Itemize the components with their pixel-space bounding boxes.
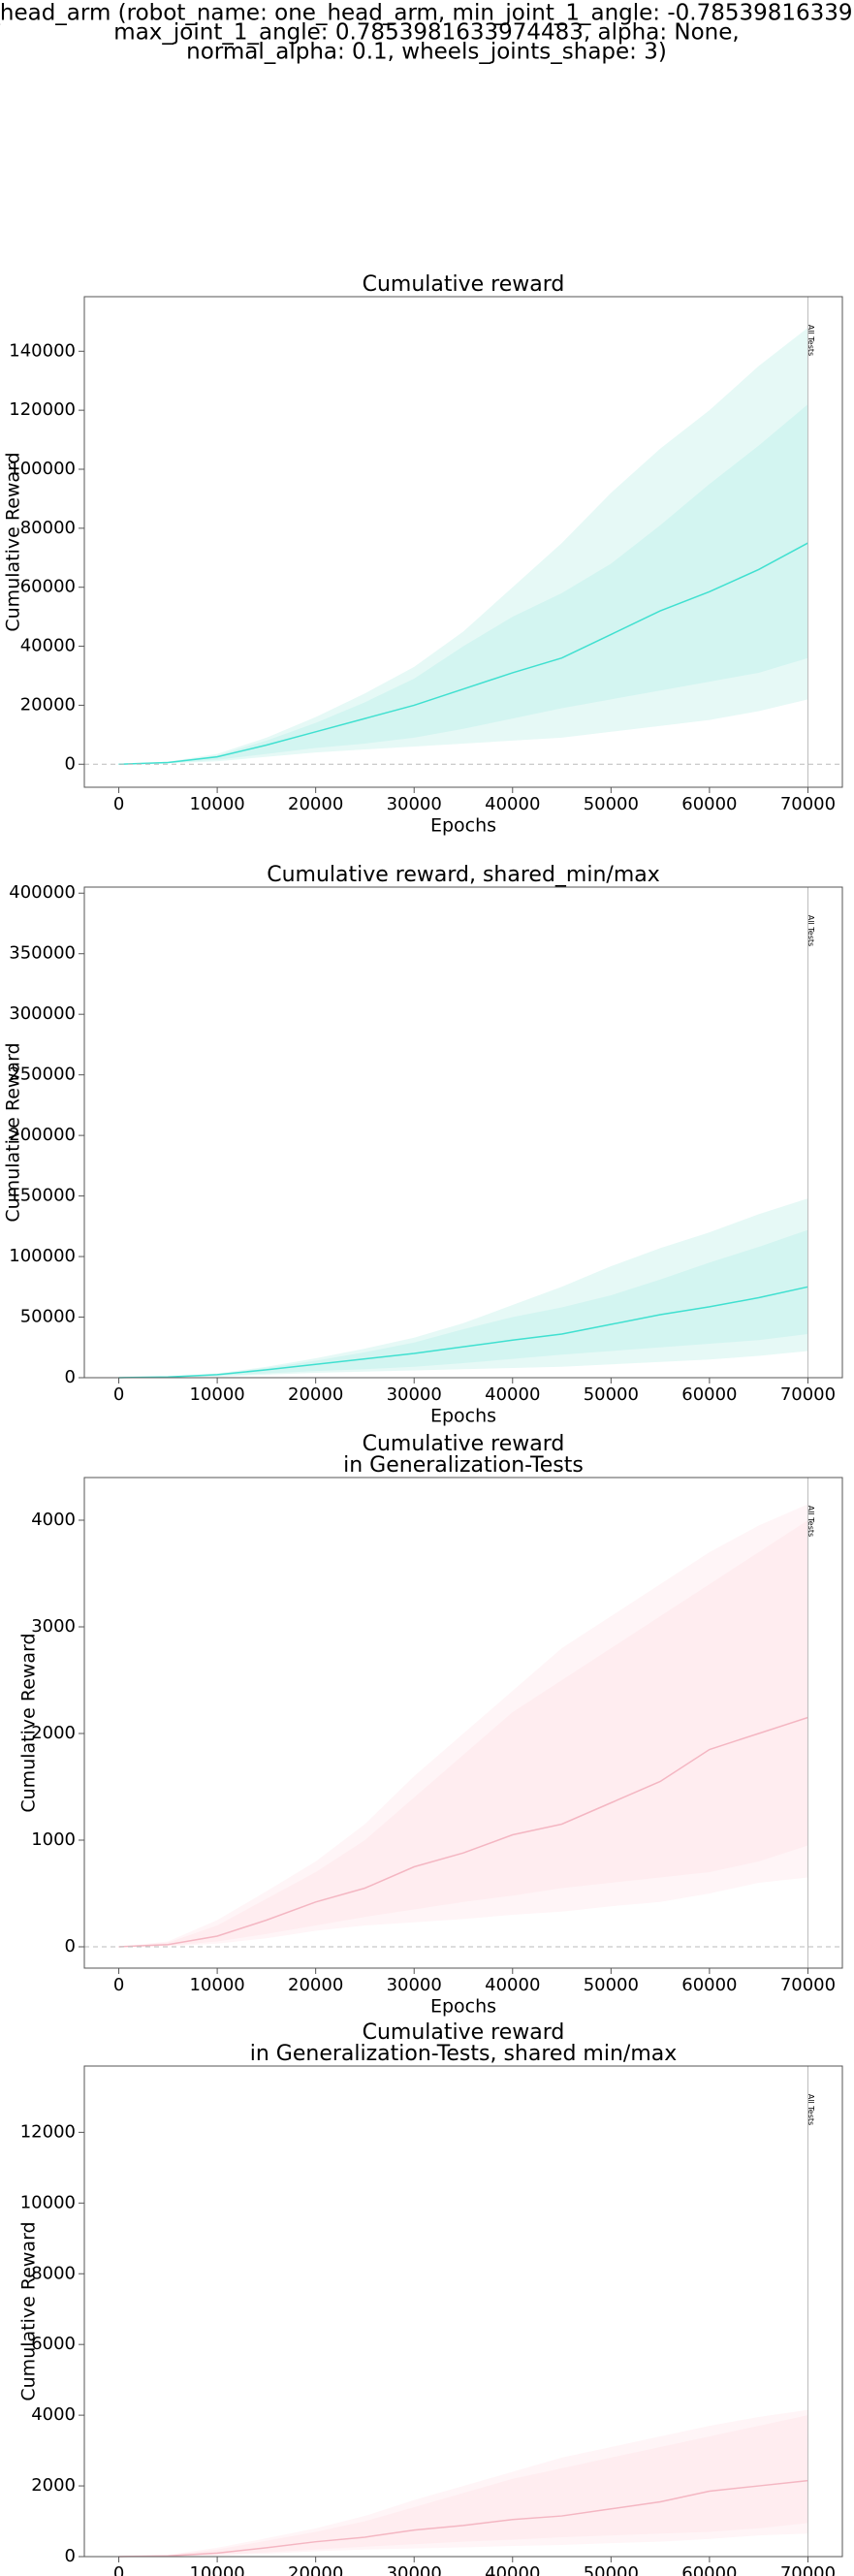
y-tick-label: 0 <box>65 1367 76 1387</box>
x-tick-label: 40000 <box>485 794 540 814</box>
x-tick-label: 50000 <box>584 2563 639 2576</box>
x-tick-label: 60000 <box>681 794 737 814</box>
axes-frame <box>83 296 843 788</box>
y-tick-label: 40000 <box>20 636 76 656</box>
y-tick-label: 8000 <box>31 2263 76 2283</box>
y-tick-label: 60000 <box>20 577 76 597</box>
axes-frame <box>83 2065 843 2558</box>
band <box>118 2415 808 2557</box>
y-tick-label: 3000 <box>31 1616 76 1637</box>
y-tick-label: 1000 <box>31 1829 76 1850</box>
y-tick-label: 4000 <box>31 1510 76 1530</box>
y-axis-label: Cumulative Reward <box>18 1633 40 1812</box>
y-tick-label: 100000 <box>9 1246 76 1266</box>
y-tick-label: 400000 <box>9 882 76 903</box>
x-tick-label: 30000 <box>387 1975 442 1995</box>
x-tick-label: 70000 <box>780 2563 836 2576</box>
chart-title: Cumulative reward <box>363 272 565 297</box>
x-tick-label: 50000 <box>584 1975 639 1995</box>
y-tick-label: 10000 <box>20 2192 76 2212</box>
chart-title: Cumulative reward <box>363 2020 565 2045</box>
band <box>118 1229 808 1378</box>
band <box>118 404 808 765</box>
y-tick-label: 2000 <box>31 1723 76 1743</box>
y-tick-label: 4000 <box>31 2404 76 2425</box>
x-tick-label: 60000 <box>681 2563 737 2576</box>
suptitle: e_one_head_arm (robot_name: one_head_arm… <box>0 1 854 26</box>
x-tick-label: 10000 <box>189 2563 244 2576</box>
x-tick-label: 0 <box>113 1975 124 1995</box>
y-tick-label: 150000 <box>9 1186 76 1206</box>
axes-frame <box>83 886 843 1379</box>
x-tick-label: 0 <box>113 794 124 814</box>
x-tick-label: 60000 <box>681 1975 737 1995</box>
x-axis-label: Epochs <box>430 1996 496 2018</box>
x-axis-label: Epochs <box>430 1406 496 1427</box>
y-tick-label: 250000 <box>9 1065 76 1085</box>
y-tick-label: 2000 <box>31 2475 76 2496</box>
x-tick-label: 70000 <box>780 794 836 814</box>
x-tick-label: 50000 <box>584 1384 639 1405</box>
y-axis-label: Cumulative Reward <box>18 2221 40 2401</box>
x-tick-label: 0 <box>113 2563 124 2576</box>
x-tick-label: 40000 <box>485 1975 540 1995</box>
y-tick-label: 0 <box>65 753 76 774</box>
x-tick-label: 20000 <box>288 1975 343 1995</box>
x-tick-label: 50000 <box>584 794 639 814</box>
x-tick-label: 30000 <box>387 2563 442 2576</box>
suptitle: normal_alpha: 0.1, wheels_joints_shape: … <box>186 40 667 65</box>
y-tick-label: 350000 <box>9 943 76 964</box>
y-tick-label: 300000 <box>9 1003 76 1024</box>
y-axis-label: Cumulative Reward <box>3 1042 24 1222</box>
x-tick-label: 40000 <box>485 1384 540 1405</box>
suptitle: max_joint_1_angle: 0.7853981633974483, a… <box>113 20 739 46</box>
chart-title: Cumulative reward <box>363 1432 565 1456</box>
mean-line <box>118 542 808 766</box>
y-tick-label: 20000 <box>20 694 76 715</box>
y-tick-label: 6000 <box>31 2334 76 2354</box>
x-tick-label: 20000 <box>288 1384 343 1405</box>
x-tick-label: 60000 <box>681 1384 737 1405</box>
x-tick-label: 40000 <box>485 2563 540 2576</box>
y-tick-label: 12000 <box>20 2121 76 2142</box>
x-tick-label: 20000 <box>288 2563 343 2576</box>
mean-line <box>118 1286 808 1379</box>
x-tick-label: 20000 <box>288 794 343 814</box>
all-tests-label: All Tests <box>807 2094 815 2125</box>
y-tick-label: 120000 <box>9 399 76 420</box>
y-axis-label: Cumulative Reward <box>3 452 24 631</box>
x-tick-label: 10000 <box>189 1384 244 1405</box>
y-tick-label: 80000 <box>20 518 76 538</box>
x-tick-label: 70000 <box>780 1975 836 1995</box>
y-tick-label: 0 <box>65 1936 76 1956</box>
mean-line <box>118 1716 808 1948</box>
chart-title: in Generalization-Tests, shared min/max <box>250 2042 678 2066</box>
y-tick-label: 0 <box>65 2546 76 2566</box>
x-tick-label: 30000 <box>387 1384 442 1405</box>
all-tests-label: All Tests <box>807 325 815 356</box>
x-tick-label: 70000 <box>780 1384 836 1405</box>
all-tests-label: All Tests <box>807 1506 815 1537</box>
x-tick-label: 0 <box>113 1384 124 1405</box>
x-tick-label: 10000 <box>189 794 244 814</box>
chart-title: in Generalization-Tests <box>343 1453 584 1478</box>
x-tick-label: 10000 <box>189 1975 244 1995</box>
chart-title: Cumulative reward, shared_min/max <box>267 863 660 887</box>
band <box>118 1520 808 1947</box>
axes-frame <box>83 1477 843 1969</box>
x-tick-label: 30000 <box>387 794 442 814</box>
y-tick-label: 50000 <box>20 1307 76 1327</box>
y-tick-label: 100000 <box>9 459 76 479</box>
mean-line <box>118 2479 808 2558</box>
y-tick-label: 200000 <box>9 1125 76 1145</box>
y-tick-label: 140000 <box>9 340 76 361</box>
x-axis-label: Epochs <box>430 815 496 837</box>
all-tests-label: All Tests <box>807 915 815 946</box>
